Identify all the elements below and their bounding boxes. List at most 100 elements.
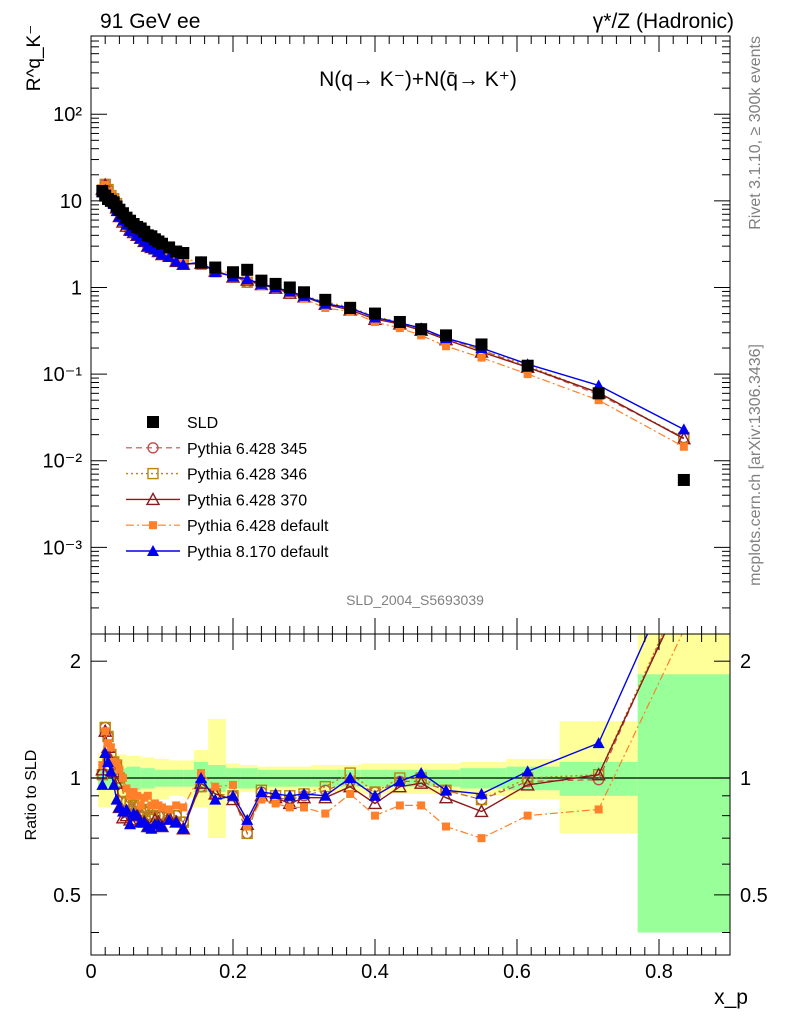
ratio-point-p8 <box>120 803 133 815</box>
legend-entry-p346: Pythia 6.428 346 <box>126 467 307 484</box>
ratio-point-p8 <box>283 789 296 801</box>
ratio-point-pdef <box>477 834 486 843</box>
ratio-point-pdef <box>101 727 110 736</box>
ratio-point-p8 <box>393 775 406 787</box>
data-point-data <box>344 301 357 314</box>
data-point-data <box>440 329 452 342</box>
data-point-p8 <box>677 423 690 435</box>
ratio-series-pdef <box>98 634 683 843</box>
legend-entry-p370: Pythia 6.428 370 <box>126 491 307 509</box>
ratio-point-p8 <box>195 772 208 784</box>
mcplots-label: mcplots.cern.ch [arXiv:1306.3436] <box>747 344 764 586</box>
ratio-point-pdef <box>106 743 115 752</box>
ratio-point-p8 <box>369 789 381 801</box>
ratio-y-tick-label-right: 1 <box>740 768 751 790</box>
ratio-point-p370 <box>474 804 489 818</box>
data-point-data <box>475 338 488 351</box>
legend-label: SLD <box>187 415 218 432</box>
data-point-data <box>269 277 282 290</box>
ratio-line-p345 <box>101 634 664 836</box>
main-panel-y-label: R^q_K⁻ <box>24 25 45 91</box>
legend-label: Pythia 6.428 346 <box>187 467 307 484</box>
ratio-point-pdef <box>211 782 220 791</box>
ratio-point-p8 <box>269 787 282 799</box>
ratio-point-p370 <box>591 767 606 781</box>
data-point-data <box>369 307 381 320</box>
data-point-pdef <box>523 370 532 379</box>
ratio-point-p8 <box>107 778 120 790</box>
y-tick-label: 10⁻² <box>43 451 83 473</box>
data-point-data <box>227 266 239 279</box>
data-point-p8 <box>241 273 254 285</box>
ratio-point-pdef <box>136 801 145 810</box>
ratio-point-pdef <box>133 791 142 800</box>
ratio-panel: 0.5 0.5 1 1 2 2 0 0.2 0.4 0.6 0.8 Ratio to SLD x_p <box>23 633 768 1009</box>
data-point-data <box>177 247 190 260</box>
ratio-point-p8 <box>521 765 534 777</box>
ratio-point-pdef <box>285 803 294 812</box>
data-point-data <box>393 315 406 328</box>
y-tick-label: 1 <box>71 277 82 299</box>
main-panel-title: N(q→ K⁻)+N(q̄→ K⁺) <box>319 68 517 91</box>
ratio-point-pdef <box>417 801 426 810</box>
ratio-point-p8 <box>415 767 428 779</box>
legend-entry-data: SLD <box>147 415 218 432</box>
ratio-point-p8 <box>298 787 310 799</box>
ratio-point-p8 <box>592 737 605 749</box>
analysis-watermark: SLD_2004_S5693039 <box>346 592 484 608</box>
data-point-data <box>298 286 310 299</box>
series-pdef <box>98 181 688 451</box>
legend: SLD Pythia 6.428 345 Pythia 6.428 346 Pythi… <box>126 415 329 561</box>
legend-entry-pdef: Pythia 6.428 default <box>126 518 329 535</box>
x-tick-label: 0 <box>85 961 96 983</box>
legend-entry-p345: Pythia 6.428 345 <box>126 441 307 458</box>
ratio-point-pdef <box>165 805 174 814</box>
ratio-point-p8 <box>319 789 332 801</box>
ratio-point-p8 <box>99 747 112 759</box>
ratio-point-p8 <box>344 772 357 784</box>
data-point-data <box>677 473 690 486</box>
ratio-point-pdef <box>594 805 603 814</box>
legend-marker <box>147 467 159 480</box>
ratio-point-p8 <box>124 818 137 830</box>
ratio-point-pdef <box>158 803 166 812</box>
data-point-data <box>209 261 222 274</box>
ratio-point-p8 <box>440 784 452 796</box>
legend-marker <box>147 442 159 454</box>
ratio-point-p370 <box>367 795 383 810</box>
ratio-point-p8 <box>177 822 190 834</box>
legend-label: Pythia 8.170 default <box>187 544 329 561</box>
data-point-data <box>255 274 268 287</box>
ratio-point-p8 <box>104 765 117 777</box>
legend-label: Pythia 6.428 345 <box>187 441 307 458</box>
ratio-uncertainty-bands <box>98 634 730 933</box>
ratio-point-pdef <box>395 801 404 810</box>
ratio-point-p8 <box>227 789 239 801</box>
ratio-point-p8 <box>102 755 115 767</box>
ratio-point-p370 <box>413 775 429 789</box>
ratio-y-tick-label-right: 2 <box>740 651 751 673</box>
main-panel-series <box>95 177 692 486</box>
x-axis-label: x_p <box>714 986 748 1009</box>
legend-marker <box>149 521 157 530</box>
ratio-point-p8 <box>209 793 222 805</box>
stat-uncertainty-band <box>637 674 730 933</box>
ratio-point-p8 <box>475 787 488 799</box>
ratio-y-tick-label-left: 0.5 <box>53 885 81 907</box>
legend-entry-p8: Pythia 8.170 default <box>126 544 329 561</box>
ratio-point-pdef <box>179 803 188 812</box>
y-tick-label: 10⁻³ <box>43 537 83 559</box>
data-point-data <box>415 323 428 336</box>
ratio-point-p370 <box>438 790 454 804</box>
x-tick-label: 0.8 <box>645 961 673 983</box>
ratio-point-pdef <box>321 809 330 818</box>
y-tick-label: 10⁻¹ <box>43 364 83 386</box>
ratio-panel-series <box>91 634 730 843</box>
ratio-point-pdef <box>122 784 131 793</box>
ratio-y-tick-label-left: 1 <box>70 768 81 790</box>
ratio-point-p370 <box>520 777 535 791</box>
ratio-point-p8 <box>163 813 176 825</box>
ratio-point-p8 <box>255 786 268 798</box>
data-point-data <box>283 281 296 294</box>
